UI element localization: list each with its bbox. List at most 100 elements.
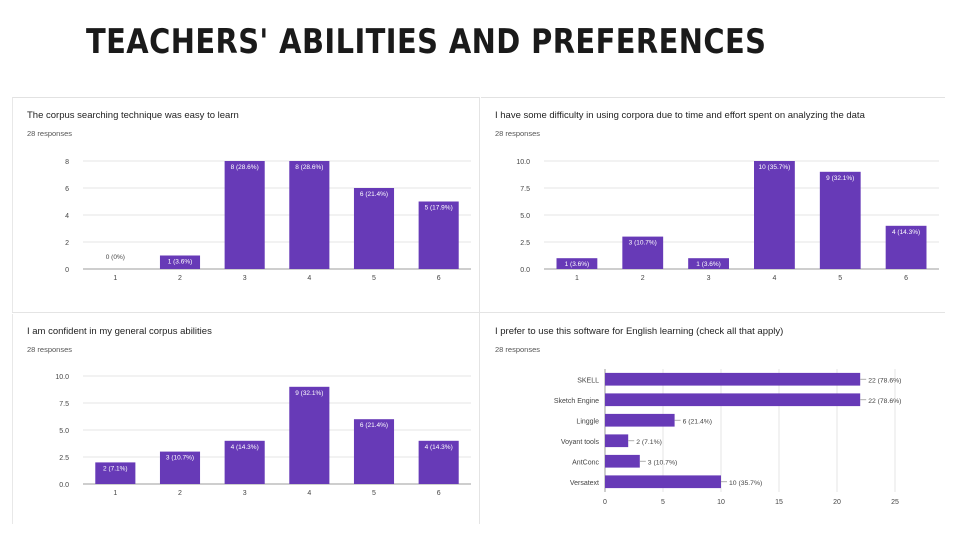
bar [353, 419, 395, 484]
x-tick-label: 1 [575, 275, 579, 282]
bar [418, 201, 459, 269]
bar [688, 258, 729, 269]
chart-title: The corpus searching technique was easy … [27, 110, 239, 121]
bar [159, 451, 201, 484]
data-label: 1 (3.6%) [168, 259, 193, 266]
x-tick-label: 15 [775, 499, 783, 506]
data-label: 10 (35.7%) [759, 164, 791, 171]
y-tick-label: 0.0 [520, 267, 530, 274]
x-tick-label: 5 [372, 490, 376, 497]
bar [418, 440, 459, 484]
x-tick-label: 2 [178, 275, 182, 282]
chart-panel-software-preference: I prefer to use this software for Englis… [481, 314, 945, 524]
bar [224, 440, 265, 484]
y-tick-label: 10.0 [55, 374, 69, 381]
response-count: 28 responses [27, 345, 73, 354]
category-label: AntConc [572, 459, 599, 466]
bar [605, 372, 861, 386]
y-tick-label: 7.5 [59, 401, 69, 408]
bar [605, 454, 640, 468]
x-tick-label: 20 [833, 499, 841, 506]
data-label: 4 (14.3%) [892, 229, 920, 236]
bar [885, 225, 927, 269]
chart-title: I am confident in my general corpus abil… [27, 326, 212, 337]
data-label: 3 (10.7%) [648, 459, 677, 466]
bar [556, 258, 598, 269]
bar [353, 188, 395, 269]
data-label: 6 (21.4%) [360, 191, 388, 198]
data-label: 6 (21.4%) [683, 418, 712, 425]
data-label: 22 (78.6%) [868, 398, 901, 405]
bar [289, 386, 330, 484]
bar [622, 236, 664, 269]
y-tick-label: 4 [65, 213, 69, 220]
bar [289, 161, 330, 269]
y-tick-label: 2.5 [59, 455, 69, 462]
bar [159, 255, 201, 269]
y-tick-label: 0.0 [59, 482, 69, 489]
y-tick-label: 2 [65, 240, 69, 247]
category-label: Sketch Engine [554, 398, 599, 405]
data-label: 2 (7.1%) [103, 465, 128, 472]
category-label: Linggle [576, 418, 599, 425]
bar [605, 475, 721, 489]
x-tick-label: 3 [707, 275, 711, 282]
y-tick-label: 5.0 [520, 213, 530, 220]
panel-divider-horizontal [12, 312, 945, 313]
x-tick-label: 1 [113, 275, 117, 282]
response-count: 28 responses [27, 129, 73, 138]
data-label: 3 (10.7%) [166, 455, 194, 462]
chart-title: I have some difficulty in using corpora … [495, 110, 865, 121]
x-tick-label: 3 [243, 490, 247, 497]
x-tick-label: 4 [307, 490, 311, 497]
bar [605, 393, 861, 407]
data-label: 4 (14.3%) [231, 444, 259, 451]
x-tick-label: 4 [307, 275, 311, 282]
data-label: 5 (17.9%) [425, 205, 453, 212]
x-tick-label: 6 [904, 275, 908, 282]
y-tick-label: 0 [65, 267, 69, 274]
y-tick-label: 8 [65, 159, 69, 166]
bar [605, 434, 629, 448]
data-label: 2 (7.1%) [636, 439, 662, 446]
bar [224, 161, 265, 269]
data-label: 8 (28.6%) [295, 164, 323, 171]
x-tick-label: 5 [661, 499, 665, 506]
data-label: 1 (3.6%) [565, 261, 590, 268]
y-tick-label: 5.0 [59, 428, 69, 435]
data-label: 9 (32.1%) [826, 175, 854, 182]
x-tick-label: 6 [437, 275, 441, 282]
category-label: Versatext [570, 480, 599, 487]
bar [754, 161, 795, 269]
x-tick-label: 5 [372, 275, 376, 282]
x-tick-label: 0 [603, 499, 607, 506]
x-tick-label: 5 [838, 275, 842, 282]
x-tick-label: 25 [891, 499, 899, 506]
y-tick-label: 7.5 [520, 186, 530, 193]
bar [605, 413, 675, 427]
chart-title: I prefer to use this software for Englis… [495, 326, 784, 337]
panel-divider-vertical [479, 97, 480, 524]
bar [819, 171, 861, 269]
bar-chart-easy-to-learn: 0 2 4 6 8 0 (0%) 1 1 (3.6%) 2 8 (28.6%) 3 8 (28.6%)… [65, 159, 471, 282]
category-label: SKELL [577, 377, 599, 384]
x-tick-label: 1 [113, 490, 117, 497]
x-tick-label: 3 [243, 275, 247, 282]
response-count: 28 responses [495, 129, 541, 138]
chart-panel-easy-to-learn: The corpus searching technique was easy … [12, 97, 479, 312]
slide-title: Teachers' abilities and preferences [86, 22, 767, 62]
data-label: 22 (78.6%) [868, 377, 901, 384]
x-tick-label: 10 [717, 499, 725, 506]
category-label: Voyant tools [561, 439, 600, 446]
data-label: 3 (10.7%) [629, 240, 657, 247]
bar-chart-confidence: 0.0 2.5 5.0 7.5 10.0 2 (7.1%) 1 3 (10.7%) 2 4 (14… [55, 374, 471, 497]
data-label: 9 (32.1%) [295, 390, 323, 397]
chart-panel-difficulty: I have some difficulty in using corpora … [481, 97, 945, 312]
response-count: 28 responses [495, 345, 541, 354]
x-tick-label: 6 [437, 490, 441, 497]
y-tick-label: 2.5 [520, 240, 530, 247]
data-label: 6 (21.4%) [360, 422, 388, 429]
x-tick-label: 4 [772, 275, 776, 282]
x-tick-label: 2 [178, 490, 182, 497]
data-label: 0 (0%) [106, 254, 125, 261]
